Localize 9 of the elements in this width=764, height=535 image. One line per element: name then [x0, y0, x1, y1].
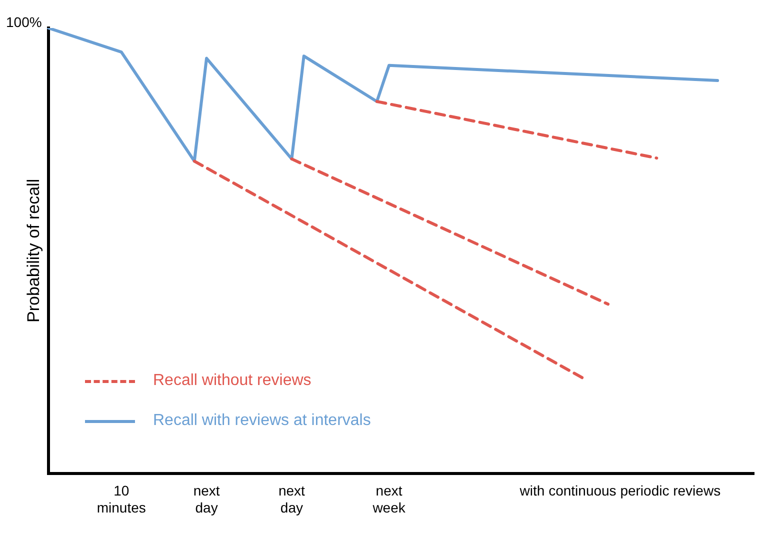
x-tick-label: next day: [193, 482, 220, 516]
y-axis-title: Probability of recall: [24, 178, 43, 323]
legend-label: Recall with reviews at intervals: [153, 412, 371, 430]
x-tick-label: next week: [372, 482, 406, 516]
x-tick-label: 10 minutes: [96, 482, 146, 516]
x-tick-label: next day: [278, 482, 306, 516]
text: 100%: [6, 14, 42, 30]
legend-label: Recall without reviews: [153, 372, 312, 390]
x-tick-label: with continuous periodic reviews: [518, 482, 721, 499]
